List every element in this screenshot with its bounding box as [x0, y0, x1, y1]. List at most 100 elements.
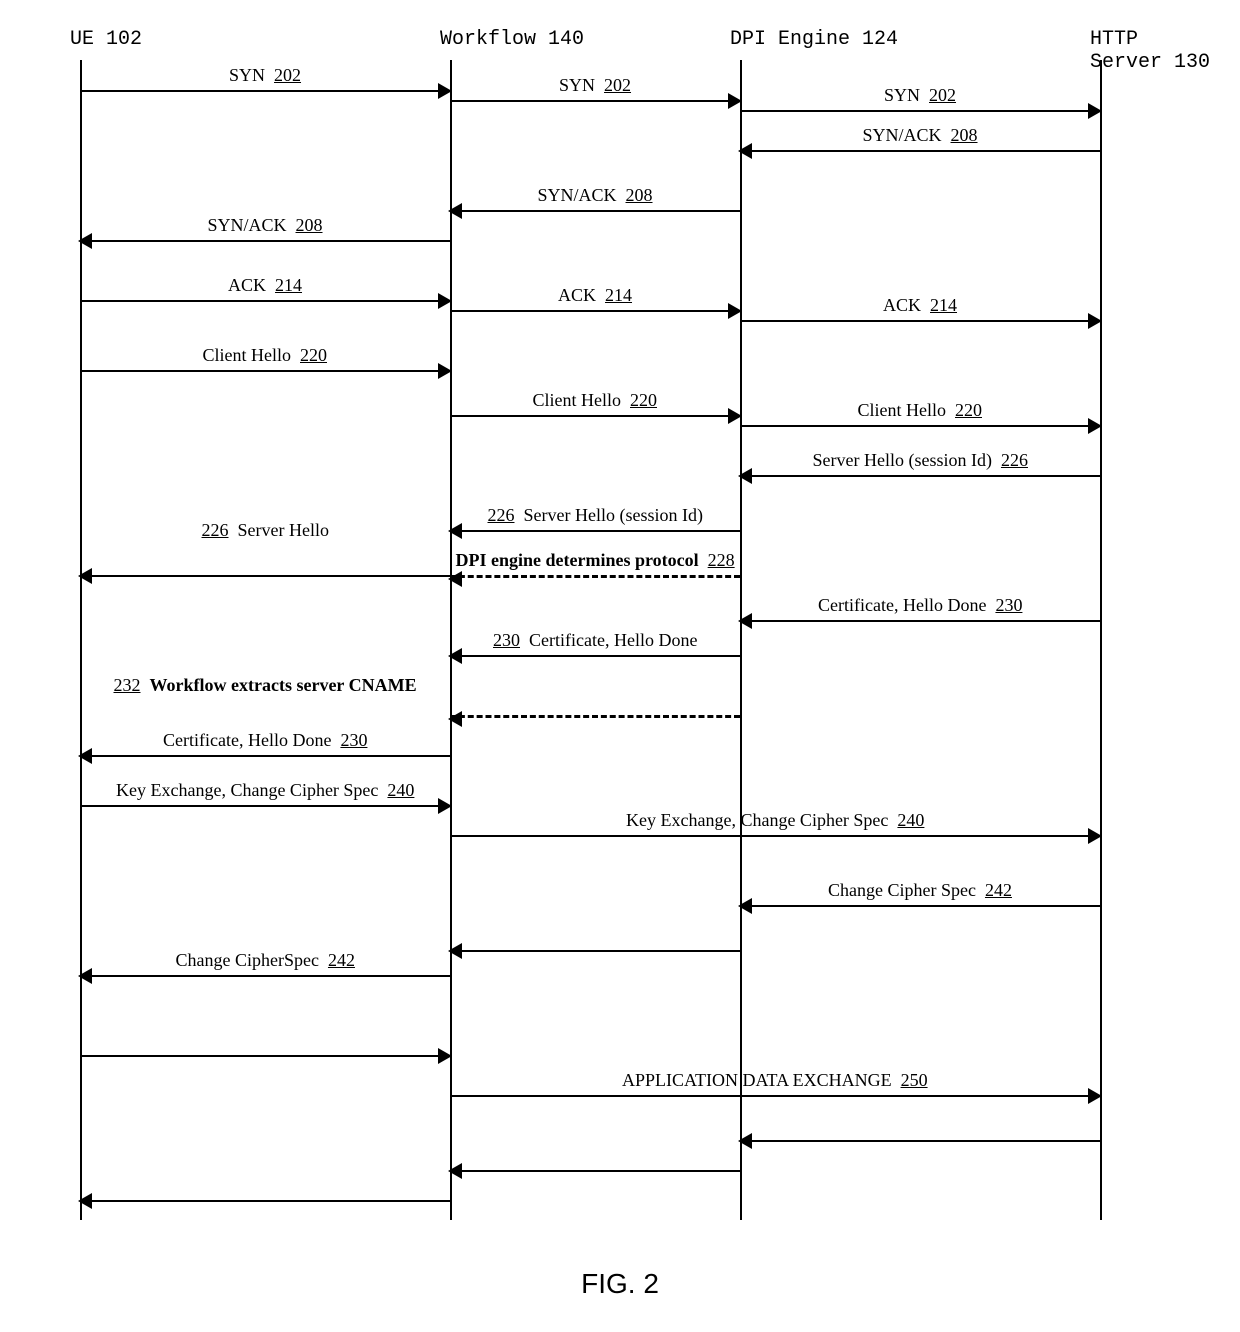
message-ref: 208 [626, 185, 653, 205]
message-ref: 220 [955, 400, 982, 420]
message-arrow-28 [740, 1140, 1100, 1142]
message-arrow-1 [450, 100, 740, 102]
message-text: SYN [559, 75, 595, 95]
message-text: Client Hello [533, 390, 622, 410]
actor-header-1: Workflow 140 [440, 28, 584, 51]
message-label-0: SYN 202 [229, 65, 301, 86]
message-text: Change Cipher Spec [828, 880, 976, 900]
message-ref: 202 [929, 85, 956, 105]
sequence-diagram: UE 102Workflow 140DPI Engine 124HTTP Ser… [20, 20, 1220, 1300]
message-text: ACK [228, 275, 266, 295]
message-arrow-27 [450, 1095, 1100, 1097]
message-arrow-2 [740, 110, 1100, 112]
message-label-14: DPI engine determines protocol 228 [456, 550, 735, 571]
message-arrow-17 [450, 655, 740, 657]
message-text: Client Hello [858, 400, 947, 420]
message-ref: 242 [328, 950, 355, 970]
message-label-12: Server Hello (session Id) 226 [813, 450, 1028, 471]
message-label-23: Change Cipher Spec 242 [828, 880, 1012, 901]
message-ref: 242 [985, 880, 1012, 900]
message-text: Workflow extracts server CNAME [150, 675, 417, 695]
message-ref: 220 [300, 345, 327, 365]
actor-ref: 130 [1174, 51, 1210, 74]
message-label-22: Key Exchange, Change Cipher Spec 240 [626, 810, 924, 831]
actor-ref: 102 [106, 28, 142, 51]
message-text: Key Exchange, Change Cipher Spec [116, 780, 378, 800]
message-label-7: ACK 214 [558, 285, 632, 306]
message-ref: 202 [274, 65, 301, 85]
message-text: Key Exchange, Change Cipher Spec [626, 810, 888, 830]
message-ref: 202 [604, 75, 631, 95]
message-text: SYN/ACK [208, 215, 287, 235]
message-arrow-13 [450, 530, 740, 532]
message-text: DPI engine determines protocol [456, 550, 699, 570]
message-text: Certificate, Hello Done [163, 730, 331, 750]
message-ref: 250 [901, 1070, 928, 1090]
message-label-27: APPLICATION DATA EXCHANGE 250 [622, 1070, 928, 1091]
message-label-16: Certificate, Hello Done 230 [818, 595, 1022, 616]
message-arrow-10 [450, 415, 740, 417]
message-text: Server Hello [238, 520, 329, 540]
message-label-5: SYN/ACK 208 [208, 215, 323, 236]
message-arrow-9 [80, 370, 450, 372]
message-text: Server Hello (session Id) [524, 505, 703, 525]
message-ref: 208 [951, 125, 978, 145]
actor-header-0: UE 102 [70, 28, 142, 51]
actor-ref: 124 [862, 28, 898, 51]
message-label-25: Change CipherSpec 242 [176, 950, 355, 971]
message-arrow-18 [450, 715, 740, 718]
message-arrow-25 [80, 975, 450, 977]
message-arrow-21 [80, 805, 450, 807]
message-label-21: Key Exchange, Change Cipher Spec 240 [116, 780, 414, 801]
message-ref: 214 [930, 295, 957, 315]
message-arrow-14 [450, 575, 740, 578]
message-label-20: Certificate, Hello Done 230 [163, 730, 367, 751]
message-ref: 232 [114, 675, 141, 695]
message-arrow-30 [80, 1200, 450, 1202]
message-ref: 220 [630, 390, 657, 410]
message-arrow-20 [80, 755, 450, 757]
message-arrow-26 [80, 1055, 450, 1057]
lifeline-3 [1100, 60, 1102, 1220]
message-text: SYN [884, 85, 920, 105]
message-text: Certificate, Hello Done [818, 595, 986, 615]
message-arrow-15 [80, 575, 450, 577]
actor-name: UE [70, 28, 94, 51]
message-ref: 226 [202, 520, 229, 540]
message-label-10: Client Hello 220 [533, 390, 658, 411]
message-text: Change CipherSpec [176, 950, 319, 970]
message-text: Server Hello (session Id) [813, 450, 992, 470]
message-arrow-22 [450, 835, 1100, 837]
figure-label: FIG. 2 [581, 1268, 659, 1300]
message-label-3: SYN/ACK 208 [863, 125, 978, 146]
message-label-13: 226 Server Hello (session Id) [488, 505, 703, 526]
message-label-4: SYN/ACK 208 [538, 185, 653, 206]
message-text: Client Hello [203, 345, 292, 365]
message-arrow-0 [80, 90, 450, 92]
message-ref: 228 [708, 550, 735, 570]
message-label-19: 232 Workflow extracts server CNAME [114, 675, 417, 696]
message-label-6: ACK 214 [228, 275, 302, 296]
message-label-11: Client Hello 220 [858, 400, 983, 421]
message-ref: 214 [605, 285, 632, 305]
actor-name: DPI Engine [730, 28, 850, 51]
message-ref: 230 [995, 595, 1022, 615]
message-text: APPLICATION DATA EXCHANGE [622, 1070, 892, 1090]
message-arrow-7 [450, 310, 740, 312]
actor-header-2: DPI Engine 124 [730, 28, 898, 51]
message-arrow-5 [80, 240, 450, 242]
actor-ref: 140 [548, 28, 584, 51]
message-label-17: 230 Certificate, Hello Done [493, 630, 697, 651]
message-text: SYN [229, 65, 265, 85]
message-text: SYN/ACK [863, 125, 942, 145]
message-arrow-12 [740, 475, 1100, 477]
message-ref: 208 [296, 215, 323, 235]
message-arrow-3 [740, 150, 1100, 152]
actor-name: Workflow [440, 28, 536, 51]
message-ref: 226 [1001, 450, 1028, 470]
lifeline-2 [740, 60, 742, 1220]
message-label-9: Client Hello 220 [203, 345, 328, 366]
message-ref: 230 [493, 630, 520, 650]
message-text: SYN/ACK [538, 185, 617, 205]
message-arrow-23 [740, 905, 1100, 907]
